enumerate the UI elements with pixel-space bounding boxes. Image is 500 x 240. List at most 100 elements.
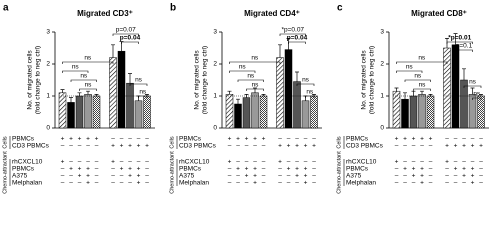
row-label: PBMCs xyxy=(346,136,369,143)
significance-bracket xyxy=(463,85,482,88)
condition-mark: + xyxy=(403,136,407,143)
error-bar xyxy=(77,92,82,96)
condition-mark: + xyxy=(312,143,316,150)
condition-mark: + xyxy=(454,143,458,150)
condition-mark: – xyxy=(61,166,65,173)
bar xyxy=(284,49,293,129)
condition-mark: + xyxy=(253,166,257,173)
y-axis-label: (fold change to neg ctrl) xyxy=(369,46,376,114)
condition-mark: – xyxy=(445,173,449,180)
bar xyxy=(251,92,259,129)
condition-mark: – xyxy=(236,159,240,166)
panel-label: c xyxy=(337,3,343,14)
condition-mark: + xyxy=(304,166,308,173)
condition-mark: + xyxy=(137,173,141,180)
condition-mark: + xyxy=(479,143,483,150)
condition-mark: – xyxy=(429,180,433,187)
condition-mark: + xyxy=(61,159,65,166)
error-bar xyxy=(420,90,424,95)
condition-mark: + xyxy=(86,166,90,173)
condition-mark: + xyxy=(395,159,399,166)
condition-mark: – xyxy=(479,166,483,173)
condition-mark: – xyxy=(86,143,90,150)
condition-mark: + xyxy=(95,136,99,143)
condition-mark: – xyxy=(295,159,299,166)
condition-mark: – xyxy=(429,159,433,166)
condition-mark: + xyxy=(128,166,132,173)
group-label: Chemo-attractant xyxy=(169,151,175,194)
condition-mark: – xyxy=(395,166,399,173)
condition-mark: – xyxy=(420,159,424,166)
condition-mark: + xyxy=(412,166,416,173)
condition-mark: – xyxy=(128,180,132,187)
condition-mark: + xyxy=(304,143,308,150)
bar xyxy=(409,95,418,129)
condition-mark: – xyxy=(287,159,291,166)
significance-bracket xyxy=(455,49,473,52)
condition-mark: – xyxy=(145,166,149,173)
group-label: Cells xyxy=(336,136,342,148)
row-label: Melphalan xyxy=(12,180,42,187)
condition-mark: – xyxy=(479,136,483,143)
condition-mark: + xyxy=(454,166,458,173)
condition-mark: – xyxy=(111,180,115,187)
row-label: rhCXCL10 xyxy=(12,159,43,166)
condition-mark: – xyxy=(287,173,291,180)
condition-mark: + xyxy=(86,180,90,187)
condition-mark: + xyxy=(236,136,240,143)
chart-title: Migrated CD8⁺ xyxy=(411,9,467,18)
condition-mark: – xyxy=(395,180,399,187)
bar xyxy=(418,94,426,129)
row-label: CD3 PBMCs xyxy=(346,143,384,150)
condition-mark: + xyxy=(128,173,132,180)
error-bar xyxy=(94,94,99,96)
y-tick-label: 1 xyxy=(380,93,384,100)
condition-mark: + xyxy=(287,143,291,150)
bar xyxy=(117,50,126,129)
y-tick-label: 2 xyxy=(46,61,50,68)
y-tick-label: 1 xyxy=(213,93,217,100)
significance-label: ns xyxy=(419,82,427,89)
condition-mark: + xyxy=(120,143,124,150)
condition-mark: – xyxy=(228,143,232,150)
significance-bracket xyxy=(396,70,423,73)
condition-mark: – xyxy=(111,166,115,173)
condition-mark: – xyxy=(312,173,316,180)
significance-bracket xyxy=(305,95,315,98)
significance-bracket xyxy=(138,95,148,98)
condition-mark: – xyxy=(78,180,82,187)
condition-mark: – xyxy=(479,180,483,187)
page: a Migrated CD3⁺ No. of migrated cells (fold… xyxy=(2,2,489,194)
condition-mark: – xyxy=(61,173,65,180)
condition-mark: – xyxy=(95,143,99,150)
error-bar xyxy=(86,90,90,95)
condition-mark: + xyxy=(86,136,90,143)
condition-mark: – xyxy=(454,136,458,143)
condition-mark: + xyxy=(137,143,141,150)
condition-mark: + xyxy=(471,173,475,180)
significance-bracket xyxy=(472,97,482,100)
condition-mark: – xyxy=(245,180,249,187)
y-axis-label: No. of migrated cells xyxy=(361,50,368,110)
condition-mark: – xyxy=(445,136,449,143)
row-label: Melphalan xyxy=(179,180,209,187)
significance-label: ns xyxy=(302,77,310,84)
condition-mark: – xyxy=(429,143,433,150)
significance-label: ns xyxy=(414,73,422,80)
bar xyxy=(58,92,67,129)
bar xyxy=(242,97,251,129)
condition-mark: – xyxy=(253,159,257,166)
error-bar xyxy=(453,33,458,45)
bar xyxy=(451,44,460,129)
condition-mark: + xyxy=(471,180,475,187)
significance-label: p=0.07 xyxy=(116,27,136,34)
bar xyxy=(67,102,75,129)
condition-mark: + xyxy=(236,166,240,173)
condition-mark: + xyxy=(78,136,82,143)
y-tick-label: 3 xyxy=(213,29,217,36)
condition-mark: – xyxy=(479,159,483,166)
y-tick-label: 2 xyxy=(213,61,217,68)
condition-mark: + xyxy=(78,173,82,180)
significance-label: ns xyxy=(239,64,247,71)
condition-mark: + xyxy=(445,143,449,150)
